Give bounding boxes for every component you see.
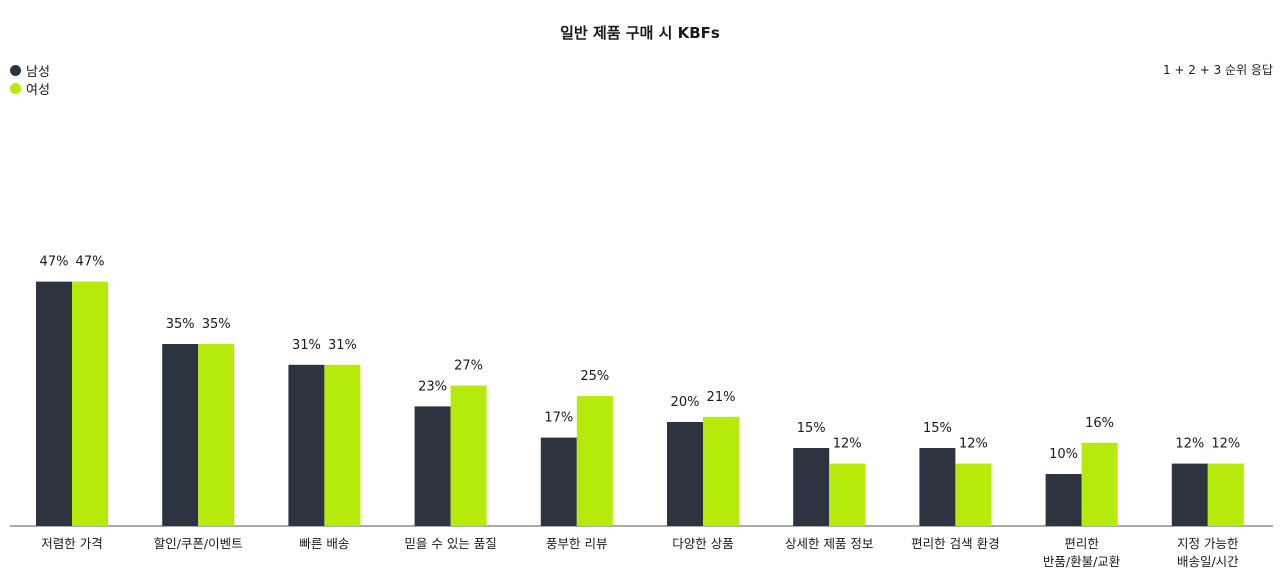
data-label: 27% (454, 359, 483, 374)
bar-male (1045, 474, 1082, 526)
bar-female (1081, 442, 1118, 526)
data-label: 15% (923, 421, 952, 436)
bar-female (1207, 463, 1244, 526)
bar-female (324, 364, 361, 526)
legend-item-male: 남성 (10, 61, 50, 80)
data-label: 17% (544, 411, 573, 426)
category-label: 빠른 배송 (299, 536, 349, 551)
bar-female (72, 281, 108, 526)
data-label: 35% (202, 317, 231, 332)
bar-male (793, 448, 830, 526)
data-label: 12% (1175, 437, 1204, 452)
bar-female (829, 463, 866, 526)
category-label: 지정 가능한 (1177, 536, 1239, 551)
bar-female (703, 416, 739, 526)
category-label: 배송일/시간 (1177, 554, 1239, 569)
data-label: 23% (418, 379, 447, 394)
data-label: 15% (797, 421, 826, 436)
data-label: 12% (959, 437, 988, 452)
bar-female (198, 344, 235, 526)
bar-male (667, 422, 703, 526)
data-label: 47% (76, 255, 105, 270)
chart-title: 일반 제품 구매 시 KBFs (560, 24, 720, 42)
data-label: 10% (1049, 447, 1078, 462)
category-label: 다양한 상품 (672, 536, 733, 551)
bar-female (576, 396, 613, 526)
bar-female (955, 463, 992, 526)
data-label: 35% (166, 317, 195, 332)
data-label: 47% (40, 255, 69, 270)
legend-swatch-female (10, 82, 21, 94)
legend-item-female: 여성 (10, 79, 50, 98)
category-label: 믿을 수 있는 품질 (404, 536, 496, 551)
category-label: 할인/쿠폰/이벤트 (154, 536, 243, 551)
category-label: 풍부한 리뷰 (546, 536, 607, 551)
data-label: 12% (833, 437, 862, 452)
bar-male (414, 406, 451, 526)
legend-label-male: 남성 (26, 64, 50, 80)
bar-male (36, 281, 72, 526)
legend-label-female: 여성 (26, 82, 50, 98)
category-label: 편리한 (1064, 536, 1099, 551)
data-label: 25% (580, 369, 609, 384)
category-label: 반품/환불/교환 (1043, 554, 1121, 569)
category-label: 상세한 제품 정보 (785, 536, 873, 551)
data-label: 21% (707, 390, 736, 405)
bar-female (450, 385, 487, 526)
data-label: 12% (1211, 437, 1240, 452)
bar-male (1171, 463, 1208, 526)
bar-male (540, 437, 577, 526)
bar-male (162, 344, 199, 526)
bar-male (288, 364, 325, 526)
bar-male (919, 448, 956, 526)
category-label: 저렴한 가격 (41, 536, 102, 551)
data-label: 16% (1085, 416, 1114, 431)
ranking-note: 1 + 2 + 3 순위 응답 (1162, 63, 1273, 77)
category-label: 편리한 검색 환경 (911, 536, 999, 551)
data-label: 20% (671, 395, 700, 410)
data-label: 31% (328, 338, 357, 353)
legend-swatch-male (10, 64, 21, 76)
legend: 남성 여성 (10, 61, 50, 98)
data-label: 31% (292, 338, 321, 353)
